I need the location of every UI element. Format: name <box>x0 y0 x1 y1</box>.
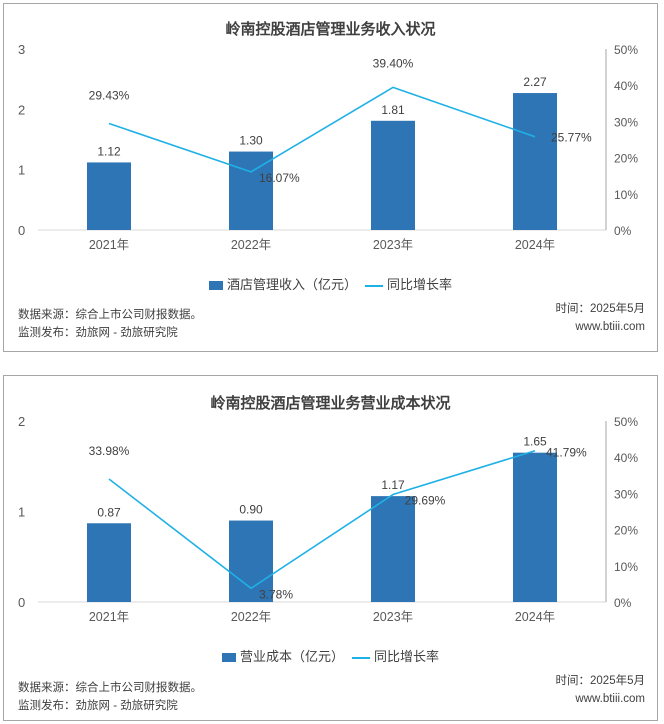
growth-rate-line <box>108 449 536 590</box>
line-value-label: 29.69% <box>405 494 446 508</box>
bar-value-label: 1.81 <box>381 103 405 117</box>
bar-value-label: 1.17 <box>381 478 405 492</box>
cost-chart-panel: 岭南控股酒店管理业务营业成本状况 0 1 2 0% 10% 20% 30% 40% 50% 0.8… <box>3 375 658 721</box>
line-value-label: 29.43% <box>89 88 130 102</box>
line-value-label: 3.78% <box>259 587 293 601</box>
revenue-chart-svg: 01230%10%20%30%40%50%1.121.301.812.27202… <box>18 42 638 252</box>
y2-tick-label: 10% <box>614 188 638 202</box>
x-tick-label: 2024年 <box>515 610 555 624</box>
y2-tick-label: 20% <box>614 524 638 538</box>
x-tick-label: 2022年 <box>231 238 271 252</box>
y2-tick-label: 10% <box>614 560 638 574</box>
legend-line-swatch <box>365 284 383 287</box>
footer-left: 数据来源：综合上市公司财报数据。 监测发布：劲旅网 - 劲旅研究院 <box>18 679 202 715</box>
time-text: 时间：2025年5月 <box>555 675 645 687</box>
bar-value-label: 0.87 <box>97 505 121 519</box>
line-value-label: 33.98% <box>89 444 130 458</box>
legend-bar-swatch <box>208 281 223 291</box>
y2-tick-label: 40% <box>614 79 638 93</box>
bar <box>229 151 273 230</box>
chart-legend: 酒店管理收入（亿元） 同比增长率 <box>4 274 657 293</box>
footer-right: 时间：2025年5月 www.btiii.com <box>556 300 645 336</box>
y-tick-label: 1 <box>18 163 25 178</box>
y2-tick-label: 50% <box>614 415 638 429</box>
bar <box>513 452 557 602</box>
time-text: 时间：2025年5月 <box>555 303 645 315</box>
x-tick-label: 2021年 <box>89 238 129 252</box>
x-tick-label: 2023年 <box>373 238 413 252</box>
bar-value-label: 0.90 <box>239 503 263 517</box>
revenue-chart-panel: 岭南控股酒店管理业务收入状况 0 1 2 3 0% 10% 20% 30% 40% 50% 1.12… <box>3 3 658 352</box>
y2-tick-label: 0% <box>614 596 632 610</box>
publisher-text: 监测发布：劲旅网 - 劲旅研究院 <box>18 327 178 339</box>
source-text: 数据来源：综合上市公司财报数据。 <box>18 309 202 321</box>
y-tick-label: 3 <box>18 42 25 57</box>
bar <box>87 162 131 230</box>
y2-tick-label: 50% <box>614 43 638 57</box>
y2-tick-label: 40% <box>614 451 638 465</box>
y-tick-label: 2 <box>18 414 25 429</box>
source-text: 数据来源：综合上市公司财报数据。 <box>18 682 202 694</box>
bar <box>371 120 415 230</box>
x-tick-label: 2021年 <box>89 610 129 624</box>
publisher-text: 监测发布：劲旅网 - 劲旅研究院 <box>18 700 178 712</box>
y2-tick-label: 0% <box>614 224 632 238</box>
legend-line-swatch <box>352 656 370 659</box>
line-value-label: 25.77% <box>551 131 592 145</box>
x-tick-label: 2023年 <box>373 610 413 624</box>
bar <box>87 523 131 602</box>
website-text: www.btiii.com <box>575 321 645 333</box>
y-tick-label: 2 <box>18 102 25 117</box>
footer-right: 时间：2025年5月 www.btiii.com <box>556 672 645 708</box>
bar-value-label: 2.27 <box>523 75 547 89</box>
bar <box>371 496 415 602</box>
legend-line-label: 同比增长率 <box>374 649 440 664</box>
chart-title: 岭南控股酒店管理业务营业成本状况 <box>210 395 451 412</box>
bar-value-label: 1.30 <box>239 134 263 148</box>
y2-tick-label: 30% <box>614 487 638 501</box>
chart-legend: 营业成本（亿元） 同比增长率 <box>4 646 657 665</box>
y-tick-label: 0 <box>18 223 25 238</box>
y-tick-label: 1 <box>18 505 25 520</box>
line-value-label: 39.40% <box>373 56 414 70</box>
x-tick-label: 2022年 <box>231 610 271 624</box>
growth-rate-line <box>108 86 536 173</box>
y-tick-label: 0 <box>18 595 25 610</box>
bar-value-label: 1.12 <box>97 144 121 158</box>
bar <box>513 93 557 230</box>
bar-value-label: 1.65 <box>523 435 547 449</box>
legend-line-label: 同比增长率 <box>387 277 453 292</box>
y2-tick-label: 20% <box>614 152 638 166</box>
legend-bar-label: 酒店管理收入（亿元） <box>226 277 357 292</box>
legend-bar-label: 营业成本（亿元） <box>239 649 344 664</box>
x-tick-label: 2024年 <box>515 238 555 252</box>
line-value-label: 16.07% <box>259 171 300 185</box>
website-text: www.btiii.com <box>575 693 645 705</box>
line-value-label: 41.79% <box>546 446 587 460</box>
footer-left: 数据来源：综合上市公司财报数据。 监测发布：劲旅网 - 劲旅研究院 <box>18 306 202 342</box>
y2-tick-label: 30% <box>614 115 638 129</box>
chart-title: 岭南控股酒店管理业务收入状况 <box>225 21 436 38</box>
legend-bar-swatch <box>221 653 236 663</box>
